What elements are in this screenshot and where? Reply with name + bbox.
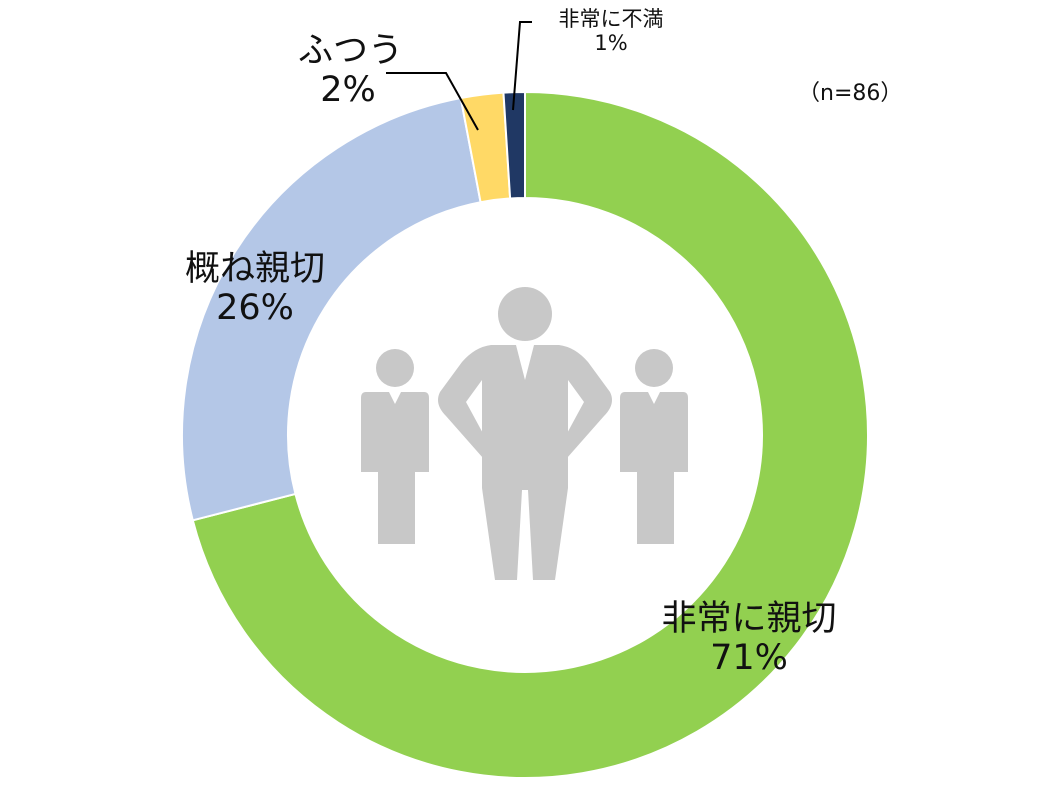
slice-oomune-shinsetsu xyxy=(181,96,482,522)
slice-category: 非常に不満 xyxy=(558,7,664,31)
slice-label-futsuu: ふつう 2% xyxy=(298,31,404,111)
sample-size-note: （n=86） xyxy=(798,81,903,106)
slice-label-hijouni-shinsetsu: 非常に親切 71% xyxy=(654,599,844,679)
leader-line-futsuu xyxy=(386,72,479,131)
slice-category: 概ね親切 xyxy=(184,249,325,289)
slice-percent: 71% xyxy=(710,638,788,679)
slice-category: 非常に親切 xyxy=(661,599,837,639)
slice-label-oomune-shinsetsu: 概ね親切 26% xyxy=(170,249,340,329)
slice-hijouni-shinsetsu xyxy=(191,90,869,779)
slice-label-hijouni-fuman: 非常に不満 1% xyxy=(536,7,686,55)
slice-percent: 26% xyxy=(216,288,294,329)
donut-slices xyxy=(181,90,869,779)
business-team-icon xyxy=(361,287,688,580)
slice-percent: 1% xyxy=(594,30,628,55)
leader-line-hijouni-fuman xyxy=(512,21,532,111)
slice-percent: 2% xyxy=(320,70,376,111)
slice-hijouni-fuman xyxy=(502,90,526,200)
slice-category: ふつう xyxy=(298,31,404,71)
